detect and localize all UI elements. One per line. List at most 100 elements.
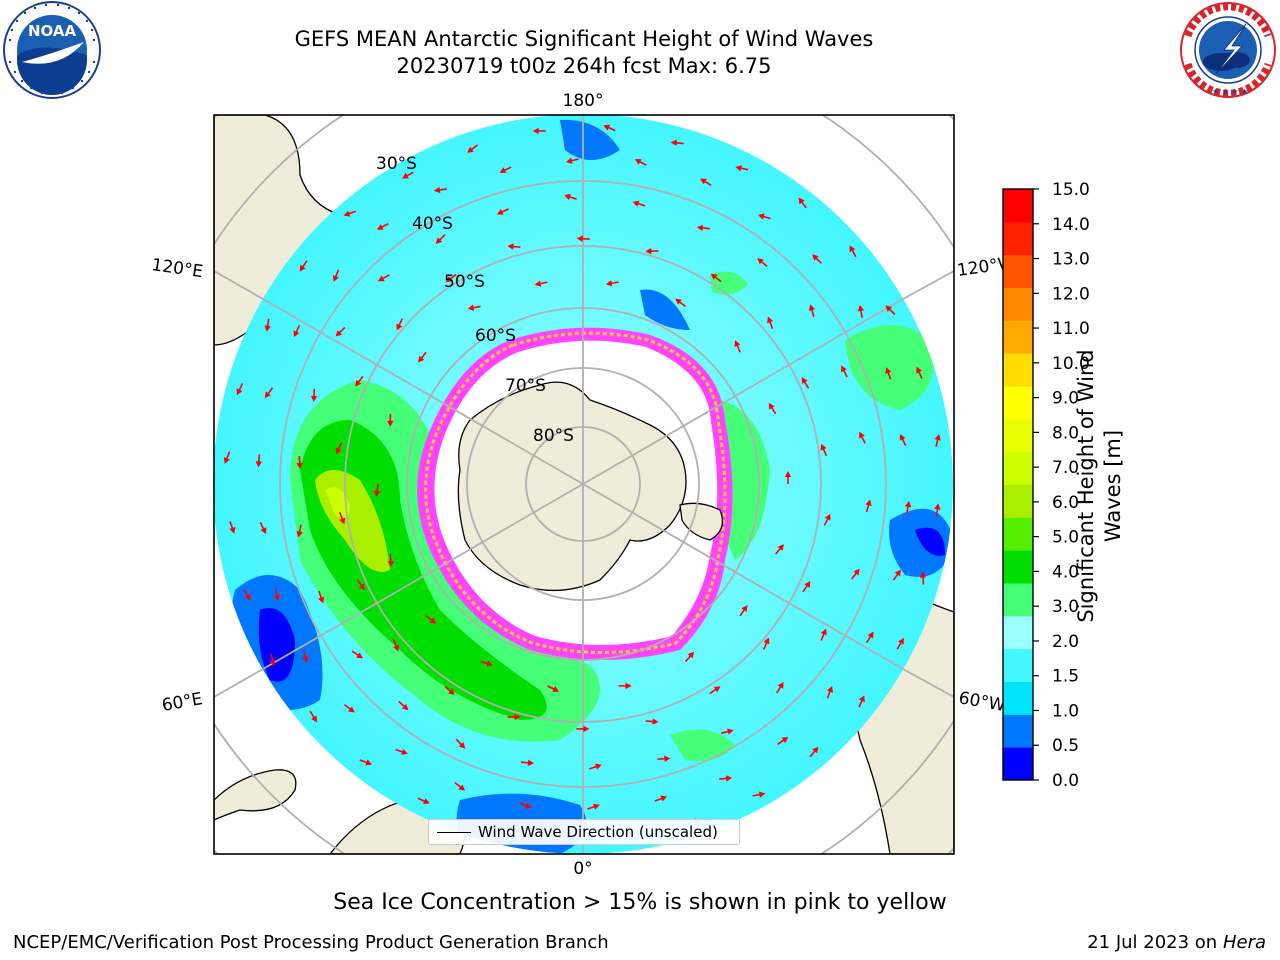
- colorbar-tick-label: 1.0: [1052, 701, 1079, 721]
- wave-arrow-head: [808, 304, 815, 312]
- colorbar-tick-label: 13.0: [1052, 250, 1090, 270]
- wave-arrow-head: [296, 462, 303, 470]
- wave-arrow-head: [777, 544, 784, 551]
- lon-label-0: 0°: [573, 859, 592, 879]
- nws-logo: ★ ★ ★ ★: [1180, 2, 1276, 98]
- wave-arrow-head: [365, 759, 372, 766]
- wave-arrow-head: [824, 513, 831, 521]
- colorbar-swatch: [1003, 189, 1033, 223]
- colorbar-swatch: [1003, 615, 1033, 650]
- wave-arrow-head: [625, 682, 632, 690]
- colorbar-title: Significant Height of Wind Waves [m]: [1074, 349, 1125, 623]
- wave-arrow-head: [273, 594, 280, 602]
- colorbar-tick-label: 14.0: [1052, 215, 1090, 235]
- wave-arrow-head: [652, 718, 659, 725]
- wave-arrow-head: [396, 323, 403, 331]
- wave-arrow-head: [784, 471, 792, 477]
- lon-label-60w: 60°W: [957, 688, 1007, 716]
- wave-arrow-head: [898, 637, 904, 645]
- wave-arrow-head: [402, 172, 409, 179]
- wave-arrow-head: [335, 447, 342, 455]
- colorbar-swatch: [1003, 747, 1033, 781]
- colorbar-swatch: [1003, 418, 1033, 453]
- wave-arrow-head: [496, 208, 504, 215]
- colorbar-swatch: [1003, 681, 1033, 715]
- wave-arrow-head: [507, 243, 514, 250]
- wave-arrow-head: [310, 395, 318, 402]
- wave-arrow-head: [356, 652, 363, 659]
- colorbar: 0.0 0.5 1.0 1.5 2.0 3.0 4.0 5.0 6.0 7.0 8.0 9.0 10.0…: [1002, 180, 1090, 791]
- wave-arrow-head: [335, 330, 343, 337]
- wave-arrow-head: [435, 237, 443, 244]
- wave-arrow-head: [255, 461, 262, 468]
- wave-arrow-head: [781, 736, 789, 743]
- zone-0m-east: [915, 527, 945, 556]
- wave-arrow-head: [311, 715, 317, 723]
- wave-arrow-head: [858, 695, 865, 703]
- lat-label-60s: 60°S: [475, 326, 516, 346]
- wave-arrow-head: [486, 660, 493, 667]
- wave-arrow-head: [302, 656, 309, 664]
- wave-arrow-head: [296, 530, 303, 538]
- wave-arrow-head: [735, 165, 742, 172]
- colorbar-swatch: [1003, 484, 1033, 518]
- wave-arrow-head: [524, 802, 532, 809]
- colorbar-tick-label: 3.0: [1052, 597, 1079, 617]
- wave-arrow-head: [885, 367, 892, 374]
- colorbar-swatch: [1003, 287, 1033, 321]
- wave-arrow-head: [532, 127, 539, 135]
- wave-arrow-head: [355, 379, 362, 387]
- wave-arrow-head: [373, 490, 381, 497]
- wave-arrow-head: [387, 420, 394, 427]
- noaa-logo: NOAA: [3, 1, 101, 99]
- wave-arrow-head: [401, 703, 409, 711]
- wave-arrow-head: [576, 235, 583, 242]
- footer-date: 21 Jul 2023 on Hera: [1087, 932, 1266, 953]
- wave-arrow-head: [767, 316, 774, 324]
- footnote: Sea Ice Concentration > 15% is shown in …: [333, 890, 947, 915]
- wave-arrow-head: [514, 713, 521, 721]
- wave-arrow-head: [236, 388, 243, 396]
- wave-arrow-head: [899, 433, 906, 441]
- colorbar-swatch: [1003, 353, 1033, 387]
- wave-arrow-head: [229, 526, 236, 534]
- colorbar-tick-label: 0.5: [1052, 736, 1079, 756]
- wave-arrow-head: [758, 791, 766, 798]
- wave-arrow-head: [916, 366, 922, 374]
- wave-arrow-head: [757, 258, 764, 265]
- wave-arrow-head: [812, 746, 819, 754]
- wave-arrow-head: [849, 245, 856, 253]
- sea-ice-outer: [424, 331, 727, 654]
- chart-subtitle: 20230719 t00z 264h fcst Max: 6.75: [396, 54, 772, 78]
- wave-arrow-head: [264, 325, 271, 332]
- colorbar-tick-label: 4.0: [1052, 562, 1079, 582]
- footer-credit: NCEP/EMC/Verification Post Processing Pr…: [13, 932, 609, 953]
- wave-arrow-head: [594, 763, 602, 770]
- wave-arrow-head: [934, 503, 941, 510]
- wave-arrow-head: [348, 706, 355, 713]
- colorbar-swatch: [1003, 254, 1033, 288]
- wave-arrow-head: [564, 193, 571, 201]
- lat-label-70s: 70°S: [505, 376, 546, 396]
- colorbar-tick-label: 2.0: [1052, 632, 1079, 652]
- wave-arrow-head: [757, 213, 765, 220]
- wave-arrow-head: [332, 275, 339, 282]
- wave-arrow-head: [393, 644, 400, 652]
- lat-label-50s: 50°S: [444, 272, 485, 292]
- colorbar-tick-label: 12.0: [1052, 284, 1090, 304]
- noaa-logo-text: NOAA: [28, 22, 77, 40]
- wave-arrow-head: [433, 186, 441, 194]
- wave-arrow-head: [804, 581, 811, 588]
- chart-title: GEFS MEAN Antarctic Significant Height o…: [294, 27, 874, 51]
- wave-arrow-head: [687, 651, 695, 659]
- footer-date-text: 21 Jul 2023 on: [1087, 932, 1218, 953]
- colorbar-tick-label: 5.0: [1052, 528, 1079, 548]
- wave-arrow-head: [339, 517, 346, 525]
- zone-3m-pacific: [845, 325, 934, 410]
- colorbar-swatch: [1003, 550, 1033, 584]
- wave-arrow-head: [841, 365, 847, 373]
- wave-arrow-head: [445, 276, 453, 283]
- lat-label-30s: 30°S: [376, 154, 417, 174]
- wave-arrow-head: [904, 500, 912, 508]
